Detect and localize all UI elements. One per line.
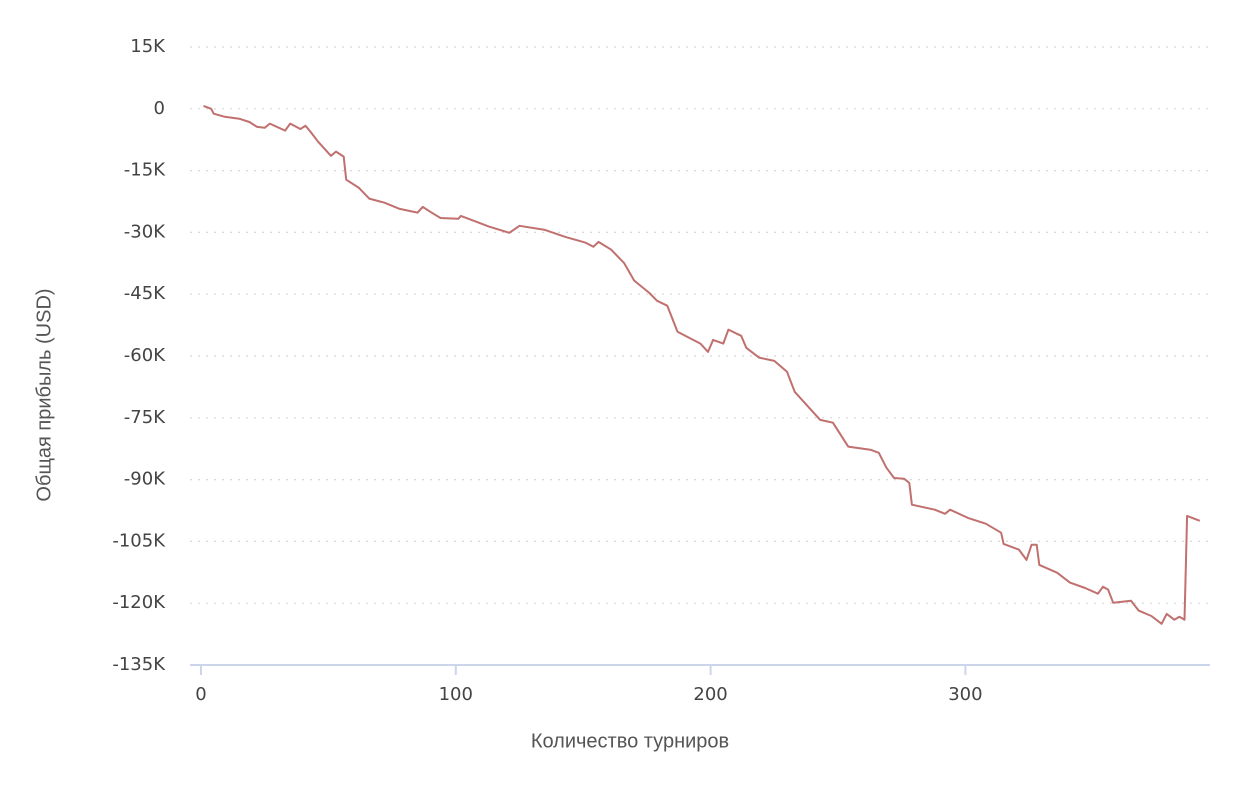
y-tick-label: -45K xyxy=(124,283,166,304)
y-tick-label: -90K xyxy=(124,469,166,490)
x-axis-title: Количество турниров xyxy=(531,730,729,752)
x-tick-label: 300 xyxy=(948,684,982,705)
y-tick-label: -30K xyxy=(124,221,166,242)
x-tick-label: 200 xyxy=(693,684,727,705)
y-tick-label: -105K xyxy=(112,530,166,551)
data-line xyxy=(203,104,1201,625)
x-tick-label: 0 xyxy=(195,684,206,705)
y-tick-label: 0 xyxy=(154,98,165,119)
y-tick-label: -15K xyxy=(124,160,166,181)
x-tick-label: 100 xyxy=(439,684,473,705)
y-axis-title: Общая прибыль (USD) xyxy=(33,288,55,501)
y-tick-label: -135K xyxy=(112,654,166,675)
y-tick-label: -60K xyxy=(124,345,166,366)
y-tick-label: -120K xyxy=(112,592,166,613)
y-tick-label: -75K xyxy=(124,407,166,428)
y-tick-label: 15K xyxy=(130,36,166,57)
